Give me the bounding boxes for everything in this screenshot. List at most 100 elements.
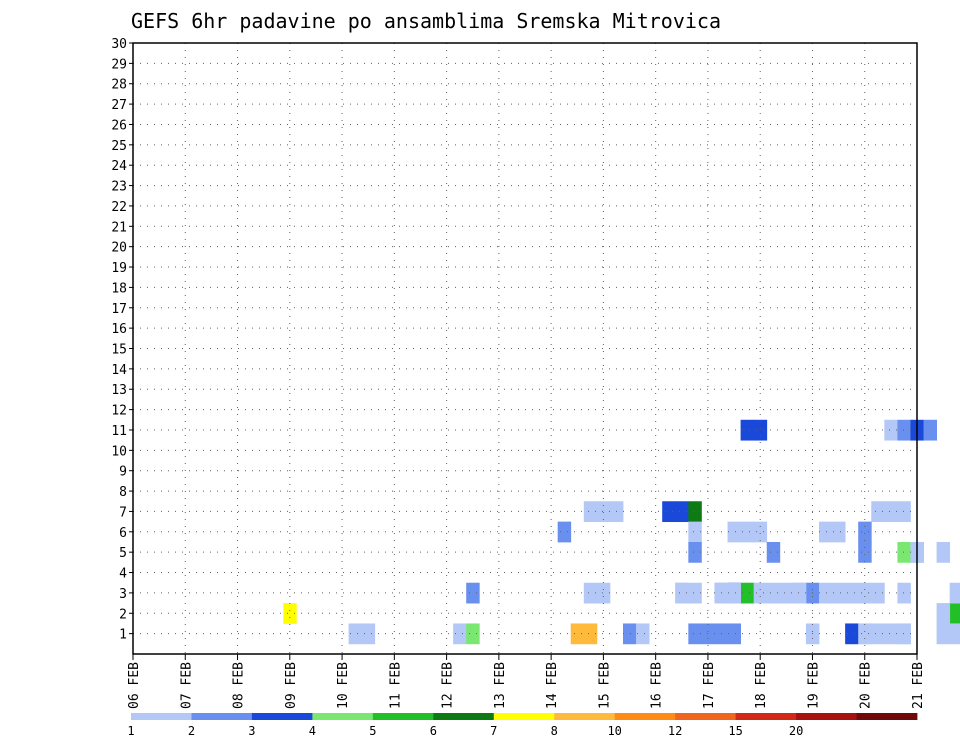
- y-tick-label: 29: [111, 57, 127, 72]
- legend-label: 7: [490, 724, 497, 738]
- heatmap-cell: [348, 623, 363, 645]
- heatmap-cell: [675, 501, 689, 523]
- legend-label: 12: [668, 724, 682, 738]
- heatmap-cell: [858, 541, 872, 563]
- x-tick-label: 11 FEB: [388, 662, 403, 709]
- y-tick-label: 17: [111, 302, 127, 317]
- axes: 1234567891011121314151617181920212223242…: [111, 37, 926, 709]
- heatmap-cell: [949, 582, 960, 604]
- heatmap-cell: [845, 582, 859, 604]
- y-tick-label: 7: [119, 505, 127, 520]
- legend-label: 1: [127, 724, 134, 738]
- heatmap-cell: [753, 419, 768, 441]
- x-tick-label: 20 FEB: [859, 662, 874, 709]
- heatmap-cell: [871, 501, 885, 523]
- heatmap-cell: [662, 501, 676, 523]
- heatmap-cell: [727, 623, 741, 645]
- heatmap-cell: [897, 623, 911, 645]
- heatmap-cell: [897, 419, 911, 441]
- y-tick-label: 18: [111, 281, 127, 296]
- y-tick-label: 27: [111, 98, 127, 113]
- legend-swatch: [191, 713, 253, 720]
- heatmap-cell: [766, 541, 781, 563]
- heatmap-cell: [596, 501, 611, 523]
- legend-swatch: [131, 713, 192, 720]
- y-tick-label: 20: [111, 241, 127, 256]
- legend-swatch: [614, 713, 676, 720]
- y-tick-label: 15: [111, 343, 127, 358]
- legend-swatch: [675, 713, 737, 720]
- y-tick-label: 2: [119, 607, 127, 622]
- x-tick-label: 13 FEB: [493, 662, 508, 709]
- y-tick-label: 8: [119, 485, 127, 500]
- legend-label: 3: [248, 724, 255, 738]
- heatmap-cell: [675, 582, 689, 604]
- heatmap-cell: [636, 623, 650, 645]
- heatmap-cell: [361, 623, 376, 645]
- y-tick-label: 28: [111, 78, 127, 93]
- legend-swatch: [312, 713, 374, 720]
- heatmap-cell: [688, 541, 702, 563]
- x-tick-label: 17 FEB: [702, 662, 717, 709]
- heatmap-cell: [740, 582, 755, 604]
- y-tick-label: 23: [111, 180, 127, 195]
- heatmap-cell: [688, 521, 702, 543]
- heatmap-cell: [897, 541, 911, 563]
- x-tick-label: 18 FEB: [754, 662, 769, 709]
- heatmap-cell: [845, 623, 859, 645]
- heatmap-cell: [884, 419, 898, 441]
- x-tick-label: 07 FEB: [179, 662, 194, 709]
- heatmap-cell: [936, 541, 951, 563]
- heatmap-cell: [897, 582, 911, 604]
- x-tick-label: 06 FEB: [127, 662, 142, 709]
- legend-swatch: [493, 713, 555, 720]
- heatmap-cell: [466, 582, 480, 604]
- heatmap-cell: [701, 623, 715, 645]
- legend-label: 6: [430, 724, 437, 738]
- x-tick-label: 15 FEB: [597, 662, 612, 709]
- heatmap-cells: [283, 419, 960, 645]
- heatmap-cell: [779, 582, 794, 604]
- heatmap-cell: [583, 501, 598, 523]
- y-tick-label: 6: [119, 526, 127, 541]
- x-tick-label: 12 FEB: [441, 662, 456, 709]
- legend-swatch: [856, 713, 918, 720]
- y-tick-label: 19: [111, 261, 127, 276]
- color-legend: 1 2 3 4 5 6 7 8 10 12 15 20: [127, 713, 918, 738]
- x-tick-label: 19 FEB: [806, 662, 821, 709]
- y-tick-label: 10: [111, 444, 127, 459]
- y-tick-label: 26: [111, 118, 127, 133]
- legend-label: 10: [607, 724, 621, 738]
- y-tick-label: 24: [111, 159, 127, 174]
- y-tick-label: 3: [119, 587, 127, 602]
- grid-lines: [133, 43, 917, 654]
- heatmap-cell: [453, 623, 467, 645]
- heatmap-cell: [923, 419, 937, 441]
- y-tick-label: 21: [111, 220, 127, 235]
- y-tick-label: 4: [119, 567, 127, 582]
- heatmap-cell: [949, 603, 960, 624]
- legend-swatch: [251, 713, 313, 720]
- y-tick-label: 25: [111, 139, 127, 154]
- heatmap-cell: [832, 582, 846, 604]
- heatmap-cell: [283, 603, 297, 624]
- legend-swatch: [372, 713, 434, 720]
- legend-label: 15: [728, 724, 742, 738]
- heatmap-cell: [727, 582, 741, 604]
- heatmap-cell: [897, 501, 911, 523]
- y-tick-label: 13: [111, 383, 127, 398]
- legend-swatch: [735, 713, 797, 720]
- heatmap-cell: [740, 419, 755, 441]
- legend-swatch: [554, 713, 616, 720]
- y-tick-label: 11: [111, 424, 127, 439]
- x-tick-label: 14 FEB: [545, 662, 560, 709]
- heatmap-cell: [858, 623, 872, 645]
- y-tick-label: 30: [111, 37, 127, 52]
- heatmap-cell: [596, 582, 611, 604]
- legend-label: 8: [551, 724, 558, 738]
- y-tick-label: 12: [111, 404, 127, 419]
- heatmap-cell: [688, 582, 702, 604]
- y-tick-label: 14: [111, 363, 127, 378]
- heatmap-cell: [884, 501, 898, 523]
